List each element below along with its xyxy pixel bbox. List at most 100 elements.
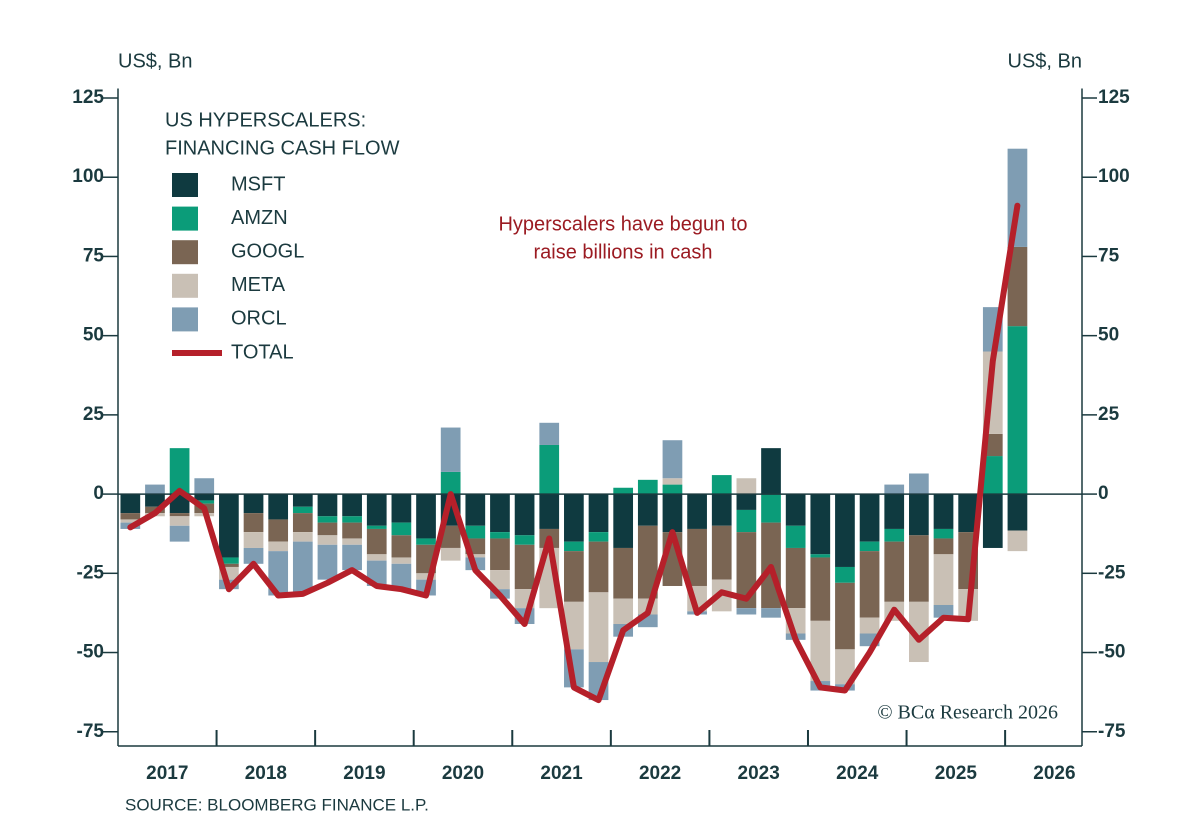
bar-segment [736, 509, 757, 533]
y-axis-label: US$, Bn [118, 50, 192, 72]
bar-segment [440, 427, 461, 472]
y-tick-label: -25 [77, 562, 105, 583]
bar-segment [1007, 326, 1028, 495]
bar-segment [440, 547, 461, 561]
bar-segment [292, 506, 313, 514]
bar-segment [219, 494, 239, 558]
bar-segment [637, 479, 658, 495]
chart-title: US HYPERSCALERS: [165, 109, 366, 131]
bar-segment [342, 494, 362, 517]
bar-segment [613, 598, 634, 625]
bar-segment [884, 541, 905, 602]
bar-segment [835, 494, 855, 567]
bar-segment [662, 440, 683, 479]
x-tick-label: 2017 [146, 763, 188, 784]
y-tick-label: 100 [72, 166, 104, 187]
bar-segment [761, 608, 781, 618]
bar-segment [1007, 530, 1028, 552]
bar-segment [342, 544, 362, 571]
x-tick-label: 2026 [1033, 763, 1075, 784]
bar-segment [564, 541, 584, 552]
bar-segment [317, 522, 338, 536]
bar-segment [761, 448, 781, 495]
legend-swatch [172, 240, 198, 265]
y-tick-label: 125 [72, 87, 104, 108]
bar-segment [909, 494, 929, 536]
y2-tick-label: 0 [1098, 483, 1109, 504]
bar-segment [243, 547, 264, 564]
bar-segment [169, 525, 190, 542]
bar-segment [292, 494, 313, 507]
bar-segment [1007, 494, 1028, 531]
bar-segment [711, 475, 732, 495]
bar-segment [391, 563, 412, 590]
bar-segment [317, 535, 338, 545]
bar-segment [564, 601, 584, 650]
total-line [127, 202, 1021, 704]
bar-segment [933, 554, 954, 605]
bar-segment [145, 484, 165, 495]
bar-segment [859, 551, 880, 618]
bar-segment [465, 525, 486, 539]
legend-swatch [172, 173, 198, 197]
bar-segment [120, 494, 141, 514]
bar-segment [120, 519, 141, 523]
bar-segment [465, 494, 486, 526]
copyright: © BCα Research 2026 [877, 702, 1058, 724]
x-tick-label: 2020 [442, 763, 484, 784]
bar-segment [219, 563, 239, 567]
bar-segment [317, 516, 338, 523]
bar-segment [490, 570, 510, 590]
y-tick-label: -50 [77, 642, 104, 663]
bar-segment [416, 494, 436, 539]
legend-swatch [172, 307, 198, 332]
bar-segment [342, 522, 362, 539]
y2-axis-label: US$, Bn [1008, 50, 1082, 72]
y2-tick-label: 125 [1098, 87, 1130, 108]
bar-segment [169, 513, 190, 517]
bar-segment [662, 484, 683, 495]
bar-segment [687, 528, 707, 586]
y2-tick-label: -25 [1098, 562, 1126, 583]
bar-segment [243, 513, 264, 533]
y2-tick-label: -50 [1098, 642, 1125, 663]
bar-segment [736, 494, 757, 510]
bar-segment [292, 541, 313, 593]
y-tick-label: 25 [83, 404, 105, 425]
legend-label: MSFT [231, 173, 285, 195]
source: SOURCE: BLOOMBERG FINANCE L.P. [125, 795, 429, 814]
legend-label: GOOGL [231, 240, 304, 262]
x-tick-label: 2019 [343, 763, 385, 784]
bar-segment [588, 494, 609, 533]
x-tick-label: 2021 [540, 763, 583, 784]
bar-segment [564, 494, 584, 542]
bar-segment [268, 494, 289, 520]
y-tick-label: 75 [83, 245, 105, 266]
y-tick-label: 50 [83, 325, 104, 346]
bar-segment [169, 448, 190, 495]
bar-segment [465, 554, 486, 558]
y-tick-label: 0 [93, 483, 104, 504]
bar-segment [391, 557, 412, 564]
bar-segment [982, 494, 1003, 548]
bar-segment [1007, 246, 1028, 327]
bar-segment [268, 541, 289, 552]
bar-segment [490, 532, 510, 539]
legend-label: META [231, 274, 286, 296]
bar-segment [785, 525, 806, 548]
bar-segment [588, 532, 609, 542]
bar-segment [933, 538, 954, 555]
bar-segment [391, 535, 412, 558]
bar-segment [194, 500, 215, 504]
bar-segment [637, 525, 658, 599]
bar-segment [194, 494, 215, 501]
bar-segment [637, 494, 658, 526]
bar-segment [909, 535, 929, 602]
bar-segment [810, 494, 831, 555]
bar-segment [539, 422, 560, 445]
annotation: raise billions in cash [534, 241, 713, 263]
legend-label: ORCL [231, 308, 287, 330]
bar-segment [884, 484, 905, 495]
bar-segment [490, 494, 510, 533]
